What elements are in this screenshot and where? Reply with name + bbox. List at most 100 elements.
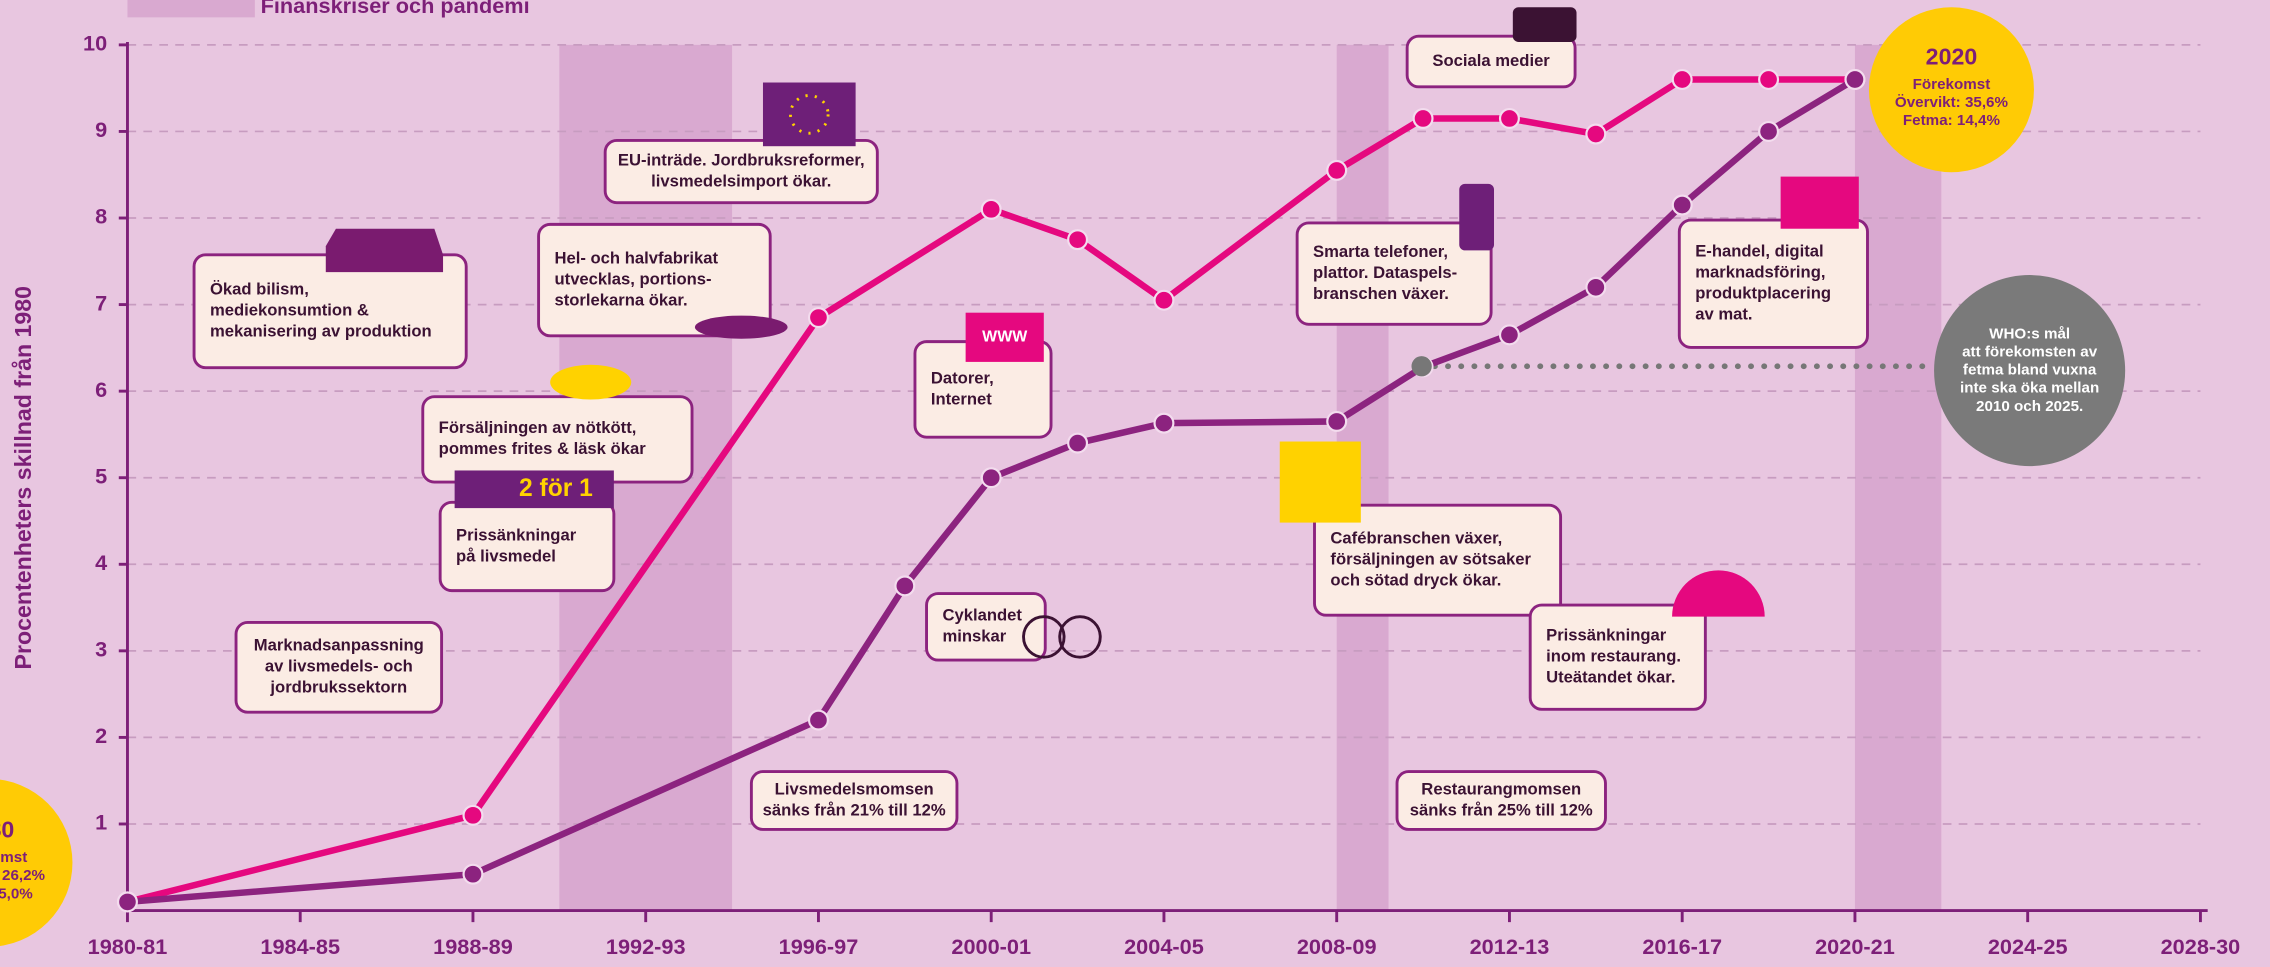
start-circle <box>0 779 73 946</box>
annotation-text: jordbrukssektorn <box>269 678 407 697</box>
data-point <box>1671 194 1693 216</box>
y-tick-label: 8 <box>95 204 107 229</box>
annotation-text: mediekonsumtion & <box>210 301 369 320</box>
y-tick-label: 6 <box>95 377 107 402</box>
x-tick-label: 2016-17 <box>1642 934 1722 959</box>
x-tick-label: 1984-85 <box>260 934 340 959</box>
legend-label: Finanskriser och pandemi <box>261 0 530 18</box>
bike-icon <box>1058 615 1102 659</box>
series-line <box>127 76 1857 906</box>
x-tick-label: 2004-05 <box>1124 934 1204 959</box>
annotation-text: Cyklandet <box>942 606 1022 625</box>
x-tick-label: 2020-21 <box>1815 934 1895 959</box>
annotation-text: Internet <box>931 389 992 408</box>
annotation-text: Restaurangmomsen <box>1421 779 1581 798</box>
annotation-text: marknadsföring, <box>1695 263 1825 282</box>
annotation-text: livsmedelsimport ökar. <box>651 171 831 190</box>
y-tick-label: 3 <box>95 637 107 662</box>
annotation-text: mekanisering av produktion <box>210 322 432 341</box>
annotation-text: sänks från 25% till 12% <box>1410 800 1593 819</box>
goal-circle <box>1934 275 2126 467</box>
x-tick-label: 2000-01 <box>951 934 1031 959</box>
y-tick-label: 2 <box>95 723 107 748</box>
annotation-box <box>1677 218 1869 349</box>
data-point <box>980 467 1002 489</box>
annotation-text: av livsmedels- och <box>265 657 413 676</box>
icon-text: 2 för 1 <box>519 475 593 502</box>
annotations: Ökad bilism, mediekonsumtion & mekaniserin… <box>192 34 1869 831</box>
data-point <box>1153 289 1175 311</box>
x-tick-label: 1996-97 <box>779 934 859 959</box>
annotation-text: utvecklas, portions- <box>555 270 712 289</box>
annotation-text: Smarta telefoner, <box>1313 242 1448 261</box>
data-point <box>1671 69 1693 90</box>
eu-flag <box>762 82 856 147</box>
x-tick-label: 1980-81 <box>88 934 168 959</box>
annotation-text: Försäljningen av nötkött, <box>439 418 637 437</box>
data-point <box>980 198 1002 220</box>
data-point <box>1067 432 1089 454</box>
grid: 1 2 3 4 5 6 7 8 9 10 1980-81 1984-85 1988-89 1992-93 1… <box>83 31 2240 959</box>
bike-icon <box>1022 615 1066 659</box>
annotation-text: Livsmedelsmomsen <box>775 779 934 798</box>
data-point <box>1585 276 1607 298</box>
phone-icon <box>1459 183 1495 251</box>
data-point <box>1326 410 1348 432</box>
annotation-text: branschen växer. <box>1313 284 1449 303</box>
data-point <box>1326 159 1348 181</box>
annotation-box <box>1405 34 1577 89</box>
callout-text: Förekomst <box>0 849 27 866</box>
eu-stars <box>789 94 830 135</box>
annotation-text: Prissänkningar <box>1546 626 1667 645</box>
data-point <box>1153 412 1175 434</box>
data-point <box>807 709 829 731</box>
annotation-text: Cafébranschen växer, <box>1330 529 1502 548</box>
social-icon <box>1512 7 1577 42</box>
x-tick-label: 2028-30 <box>2161 934 2241 959</box>
annotation-text: sänks från 21% till 12% <box>763 800 946 819</box>
annotation-text: Prissänkningar <box>456 525 577 544</box>
callout-text: inte ska öka mellan <box>1960 380 2099 397</box>
annotation-text: av mat. <box>1695 305 1752 324</box>
callout-text: Övervikt: 26,2% <box>0 867 46 884</box>
x-tick-label: 1988-89 <box>433 934 513 959</box>
annotation-box <box>234 621 444 714</box>
data-point <box>1498 107 1520 129</box>
data-point <box>1758 120 1780 142</box>
callout-text: WHO:s mål <box>1989 325 2070 342</box>
annotation-text: minskar <box>942 627 1006 646</box>
callout-text: Fetma: 5,0% <box>0 885 33 902</box>
cart-icon <box>1780 176 1859 229</box>
callout-text: fetma bland vuxna <box>1963 362 2097 379</box>
data-point <box>1498 324 1520 346</box>
annotation-text: och sötad dryck ökar. <box>1330 571 1501 590</box>
icons: 2 för 1 WWW <box>325 7 1859 659</box>
callout-text: 2020 <box>1926 43 1978 69</box>
annotation-box <box>1313 503 1563 617</box>
goal-dot <box>1411 356 1432 377</box>
icon-text: WWW <box>982 328 1027 345</box>
series <box>116 69 1866 913</box>
annotation-text: EU-inträde. Jordbruksreformer, <box>618 150 865 169</box>
annotation-text: försäljningen av sötsaker <box>1330 550 1531 569</box>
annotation-text: Hel- och halvfabrikat <box>555 249 719 268</box>
y-tick-label: 1 <box>95 810 107 835</box>
data-point <box>1585 123 1607 145</box>
annotation-text: på livsmedel <box>456 546 556 565</box>
annotation-box <box>749 770 959 831</box>
annotation-text: plattor. Dataspels- <box>1313 263 1457 282</box>
data-point <box>807 307 829 329</box>
annotation-box <box>1528 603 1707 711</box>
callout-text: Fetma: 14,4% <box>1903 112 2001 129</box>
annotation-text: Uteätandet ökar. <box>1546 668 1675 687</box>
screen-icon <box>965 312 1044 362</box>
annotation-box <box>603 138 879 205</box>
annotation-box <box>1295 221 1493 326</box>
y-tick-label: 4 <box>95 550 107 575</box>
annotation-text: inom restaurang. <box>1546 647 1681 666</box>
y-tick-label: 10 <box>83 31 107 56</box>
cafe-icon <box>1279 441 1361 523</box>
